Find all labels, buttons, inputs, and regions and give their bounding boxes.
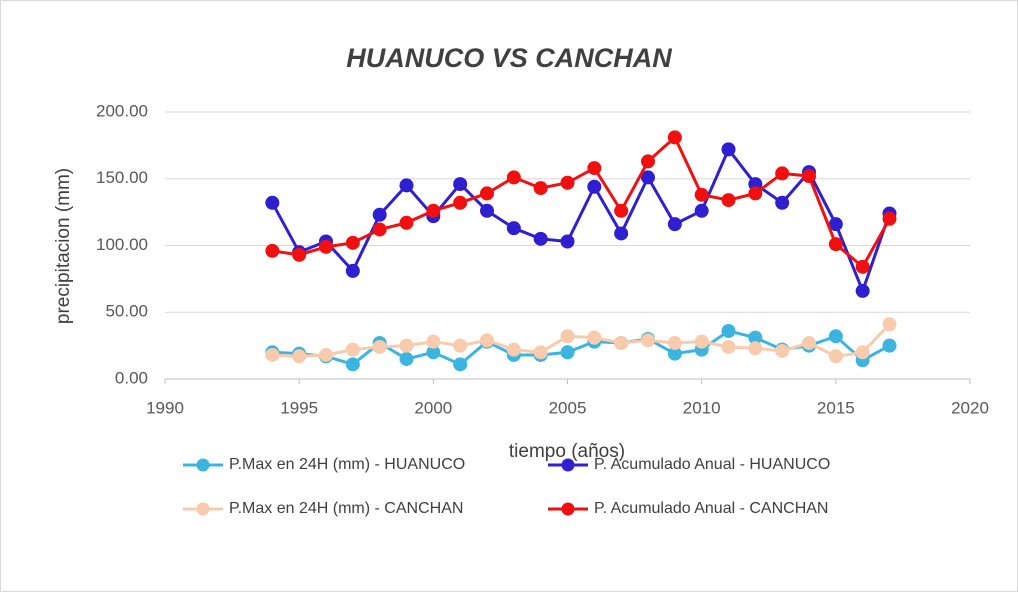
- data-point: [641, 333, 655, 348]
- legend-marker: [196, 502, 210, 516]
- data-point: [614, 226, 629, 241]
- data-point: [399, 338, 414, 353]
- x-tick-label: 2015: [817, 398, 855, 417]
- data-point: [345, 263, 360, 278]
- data-point: [265, 195, 280, 210]
- y-tick-label: 100.00: [96, 235, 148, 254]
- data-point: [667, 217, 682, 232]
- data-point: [587, 330, 602, 345]
- data-point: [345, 342, 360, 357]
- data-point: [480, 333, 494, 348]
- data-point: [775, 166, 790, 181]
- data-point: [399, 351, 414, 366]
- x-tick-label: 1990: [146, 398, 184, 417]
- data-point: [345, 357, 360, 372]
- legend-text: P.Max en 24H (mm) - CANCHAN: [229, 500, 463, 517]
- legend-text: P.Max en 24H (mm) - HUANUCO: [229, 456, 465, 473]
- data-point: [587, 161, 602, 176]
- data-point: [614, 335, 629, 350]
- data-point: [265, 347, 280, 362]
- x-tick-label: 2005: [549, 398, 587, 417]
- data-point: [828, 237, 843, 252]
- data-point: [748, 186, 763, 201]
- data-point: [802, 335, 816, 350]
- legend-text: P. Acumulado Anual - HUANUCO: [594, 456, 830, 473]
- data-point: [426, 203, 441, 218]
- data-point: [694, 187, 709, 202]
- data-point: [453, 357, 468, 372]
- data-point: [641, 154, 655, 169]
- y-tick-label: 0.00: [115, 368, 148, 387]
- data-point: [453, 177, 468, 192]
- data-point: [802, 169, 816, 184]
- data-point: [426, 334, 441, 349]
- data-point: [372, 339, 387, 354]
- data-point: [614, 203, 629, 218]
- chart-title: HUANUCO VS CANCHAN: [346, 43, 672, 73]
- data-point: [721, 323, 736, 338]
- legend-marker: [561, 502, 575, 516]
- data-point: [828, 349, 843, 364]
- data-point: [533, 231, 548, 246]
- data-point: [506, 170, 521, 185]
- data-point: [775, 343, 790, 358]
- data-point: [560, 175, 575, 190]
- data-point: [882, 317, 897, 332]
- data-point: [506, 342, 521, 357]
- data-point: [319, 347, 333, 362]
- legend-marker: [561, 458, 575, 472]
- data-point: [721, 339, 736, 354]
- data-point: [855, 283, 870, 298]
- x-axis-title: tiempo (años): [509, 441, 625, 462]
- data-point: [667, 335, 682, 350]
- data-point: [533, 345, 548, 360]
- data-point: [828, 329, 843, 344]
- legend-text: P. Acumulado Anual - CANCHAN: [594, 500, 828, 517]
- data-point: [506, 221, 521, 236]
- x-tick-label: 2000: [414, 398, 452, 417]
- data-point: [694, 334, 709, 349]
- data-point: [372, 222, 387, 237]
- data-point: [721, 142, 736, 157]
- data-point: [345, 235, 360, 250]
- data-point: [882, 338, 897, 353]
- data-point: [855, 345, 870, 360]
- data-point: [560, 329, 575, 344]
- data-point: [292, 349, 307, 364]
- x-tick-label: 2020: [951, 398, 989, 417]
- data-point: [372, 207, 387, 222]
- data-point: [399, 178, 414, 193]
- legend-marker: [196, 458, 210, 472]
- x-tick-label: 1995: [280, 398, 318, 417]
- data-point: [667, 130, 682, 145]
- data-point: [748, 341, 763, 356]
- y-tick-label: 150.00: [96, 168, 148, 187]
- data-point: [265, 243, 280, 258]
- data-point: [855, 259, 870, 274]
- y-axis-title: precipitacion (mm): [53, 168, 74, 324]
- data-point: [775, 195, 790, 210]
- data-point: [533, 181, 548, 196]
- data-point: [587, 179, 602, 194]
- data-point: [694, 203, 709, 218]
- x-tick-label: 2010: [683, 398, 721, 417]
- data-point: [319, 239, 333, 254]
- data-point: [641, 170, 655, 185]
- data-point: [560, 234, 575, 249]
- data-point: [560, 345, 575, 360]
- data-point: [453, 195, 468, 210]
- data-point: [882, 211, 897, 226]
- y-tick-label: 50.00: [105, 302, 148, 321]
- data-point: [721, 193, 736, 208]
- data-point: [480, 203, 494, 218]
- y-tick-label: 200.00: [96, 101, 148, 120]
- data-point: [480, 186, 494, 201]
- data-point: [292, 247, 307, 262]
- data-point: [399, 215, 414, 230]
- data-point: [453, 338, 468, 353]
